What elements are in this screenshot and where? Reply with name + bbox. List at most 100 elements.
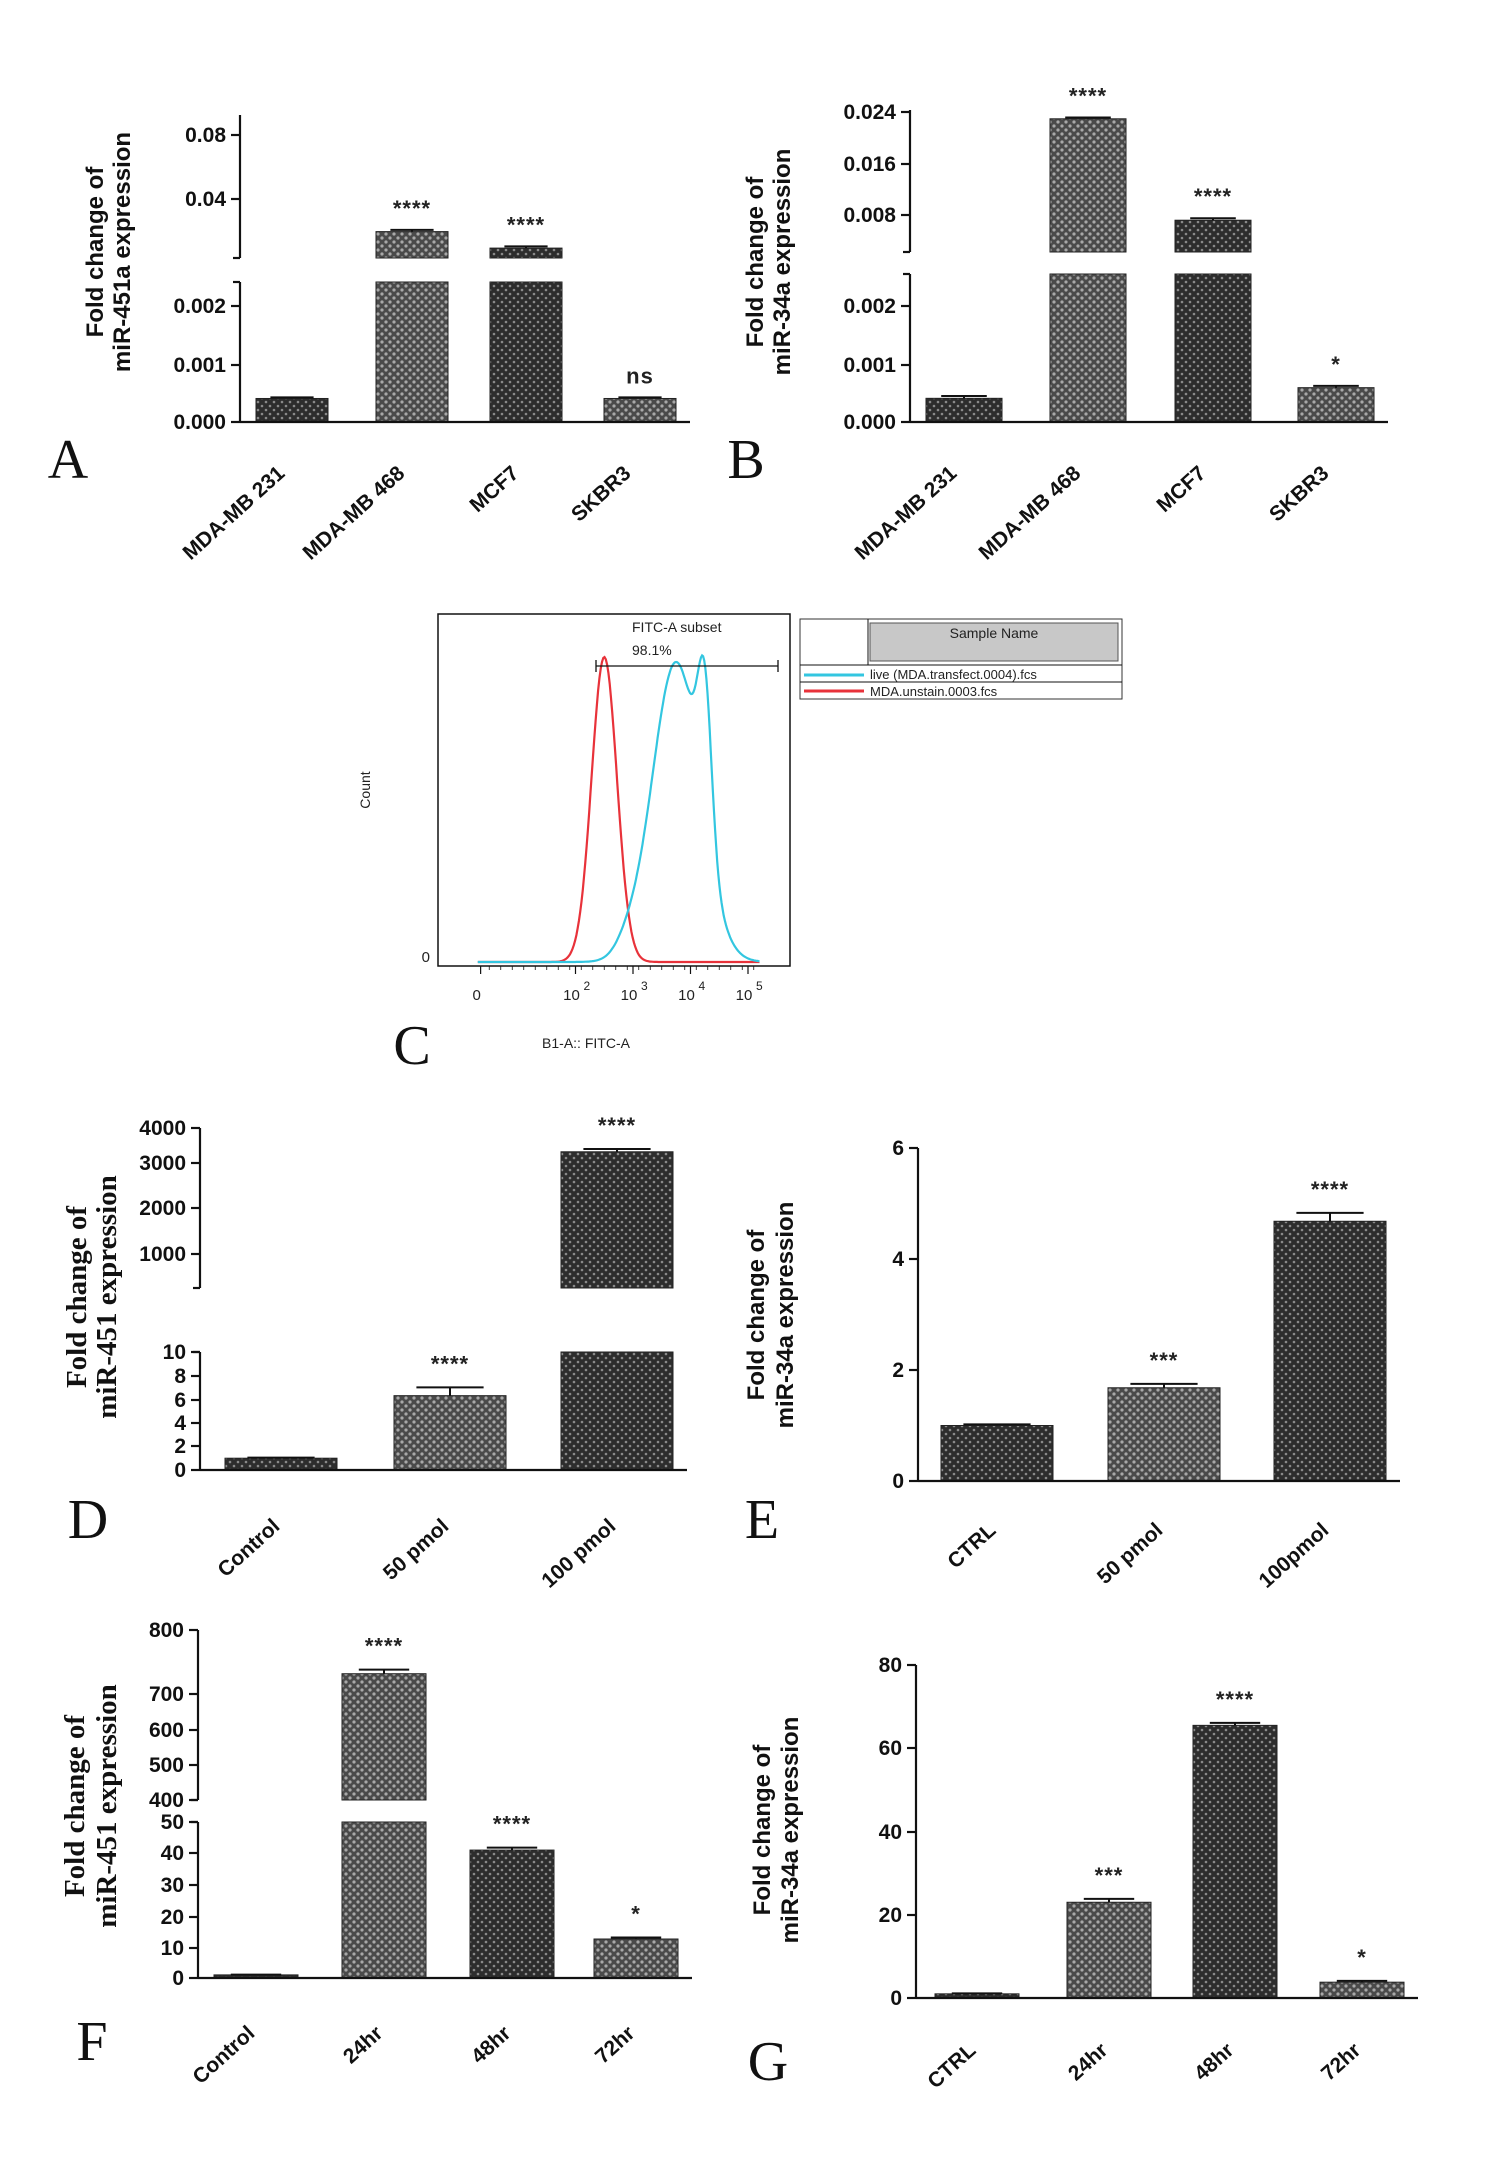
significance-label-e-1: *** [1150, 1348, 1179, 1373]
panel-letter-f: F [76, 2011, 107, 2073]
significance-label-f-2: **** [493, 1812, 531, 1837]
category-label-f-3: 72hr [591, 2022, 639, 2069]
y-tick-label: 10 [163, 1341, 186, 1364]
legend-entry-unstained: MDA.unstain.0003.fcs [870, 684, 998, 699]
y-tick-label: 0.000 [843, 411, 896, 434]
panel-letter-e: E [745, 1489, 779, 1551]
significance-label-b-3: * [1331, 352, 1341, 377]
significance-label-b-1: **** [1069, 83, 1107, 108]
bar-g-2 [1192, 1724, 1278, 1999]
bar-f-1-lower [341, 1821, 427, 1979]
bar-e-0 [940, 1425, 1054, 1482]
y-axis-title-line-2: miR-451 expression [91, 1684, 123, 1928]
y-tick-label: 0.016 [843, 153, 896, 176]
y-tick-label: 0 [890, 1987, 902, 2010]
significance-label-g-1: *** [1095, 1863, 1124, 1888]
panel-e: CTRL *** 50 pmol **** 100pmol 0 2 4 6 Fold change… [743, 1137, 1400, 1593]
bar-b-1-lower [1049, 273, 1127, 423]
y-axis-title-line-1: Fold change of [82, 166, 109, 338]
significance-label-f-3: * [631, 1901, 641, 1926]
bar-g-3 [1319, 1981, 1405, 1999]
y-tick-label: 3000 [139, 1152, 186, 1175]
y-tick-label: 6 [892, 1137, 904, 1160]
y-tick-label: 1000 [139, 1243, 186, 1266]
category-label-e-2: 100pmol [1255, 1519, 1334, 1593]
x-tick-label: 10 [736, 987, 753, 1004]
y-tick-label: 2 [892, 1359, 904, 1382]
y-axis-title-line-1: Fold change of [749, 1744, 776, 1916]
x-tick-label: 0 [472, 987, 480, 1004]
y-tick-label: 0.002 [843, 295, 896, 318]
y-tick-label: 50 [161, 1811, 184, 1834]
category-label-d-1: 50 pmol [379, 1515, 453, 1585]
y-tick-label: 0.001 [843, 354, 896, 377]
category-label-g-3: 72hr [1317, 2039, 1365, 2086]
y-tick-label: 10 [161, 1937, 184, 1960]
y-tick-label: 4 [174, 1412, 186, 1435]
panel-letter-d: D [68, 1489, 108, 1551]
x-tick-exponent: 2 [584, 979, 591, 993]
y-tick-label: 0.008 [843, 204, 896, 227]
significance-label-a-2: **** [507, 212, 545, 237]
category-label-a-0: MDA-MB 231 [179, 461, 290, 564]
category-label-g-1: 24hr [1064, 2039, 1112, 2086]
panel-letter-a: A [48, 429, 89, 491]
plot-frame [437, 613, 791, 967]
y-tick-label: 700 [149, 1683, 184, 1706]
bar-a-0 [255, 397, 329, 423]
y-tick-label: 40 [161, 1842, 184, 1865]
y-axis-title-line-1: Fold change of [742, 176, 769, 348]
y-tick-label: 0.04 [185, 188, 226, 211]
bar-g-1 [1066, 1901, 1152, 1999]
x-tick-label: 10 [678, 987, 695, 1004]
y-axis-title-line-2: miR-34a expression [772, 1202, 799, 1429]
y-tick-label: 2 [174, 1435, 186, 1458]
panel-g: CTRL *** 24hr **** 48hr * 72hr 0 20 40 60 80 Fold ch… [748, 1654, 1418, 2093]
y-tick-label: 0 [422, 949, 430, 966]
category-label-b-0: MDA-MB 231 [851, 461, 962, 564]
category-label-d-2: 100 pmol [537, 1515, 620, 1593]
category-label-a-3: SKBR3 [567, 462, 635, 527]
gate-label: FITC-A subset [632, 619, 722, 635]
y-tick-label: 4 [892, 1248, 904, 1271]
bar-d-0 [224, 1457, 338, 1471]
panel-letter-g: G [748, 2031, 788, 2093]
panel-a: MDA-MB 231 **** MDA-MB 468 **** MCF7 ns SKBR3 0… [48, 115, 690, 565]
x-tick-label: 10 [621, 987, 638, 1004]
y-axis-title: Count [357, 771, 373, 808]
legend-entry-transfected: live (MDA.transfect.0004).fcs [870, 667, 1037, 682]
category-label-a-1: MDA-MB 468 [299, 461, 410, 564]
y-tick-label: 800 [149, 1619, 184, 1642]
panel-f: Control **** 24hr **** 48hr * 72hr 0 10 20 30 40 504… [59, 1619, 692, 2089]
significance-label-a-1: **** [393, 196, 431, 221]
category-label-g-0: CTRL [923, 2039, 980, 2094]
category-label-d-0: Control [213, 1515, 284, 1582]
bar-a-1-upper [375, 231, 449, 259]
y-tick-label: 0.000 [173, 411, 226, 434]
category-label-a-2: MCF7 [465, 462, 523, 517]
y-tick-label: 2000 [139, 1197, 186, 1220]
y-tick-label: 0.002 [173, 295, 226, 318]
bar-d-1 [393, 1395, 507, 1471]
bar-e-2 [1273, 1220, 1387, 1482]
category-label-f-0: Control [188, 2022, 259, 2089]
x-axis-title: B1-A:: FITC-A [542, 1035, 631, 1051]
y-tick-label: 0.001 [173, 354, 226, 377]
y-axis-title-line-2: miR-34a expression [777, 1717, 804, 1944]
y-axis-title-line-2: miR-451 expression [91, 1175, 123, 1419]
bar-b-0 [925, 397, 1003, 423]
bar-b-2-lower [1174, 273, 1252, 423]
y-tick-label: 0 [172, 1967, 184, 1990]
significance-label-g-3: * [1357, 1945, 1367, 1970]
y-tick-label: 4000 [139, 1117, 186, 1140]
y-tick-label: 0 [174, 1459, 186, 1482]
bar-b-2-upper [1174, 219, 1252, 253]
bar-f-3 [593, 1938, 679, 1979]
y-tick-label: 60 [879, 1737, 902, 1760]
y-tick-label: 500 [149, 1754, 184, 1777]
category-label-e-1: 50 pmol [1093, 1519, 1167, 1589]
y-axis-title-line-1: Fold change of [743, 1229, 770, 1401]
bar-a-2-lower [489, 281, 563, 423]
bar-b-3 [1297, 387, 1375, 423]
